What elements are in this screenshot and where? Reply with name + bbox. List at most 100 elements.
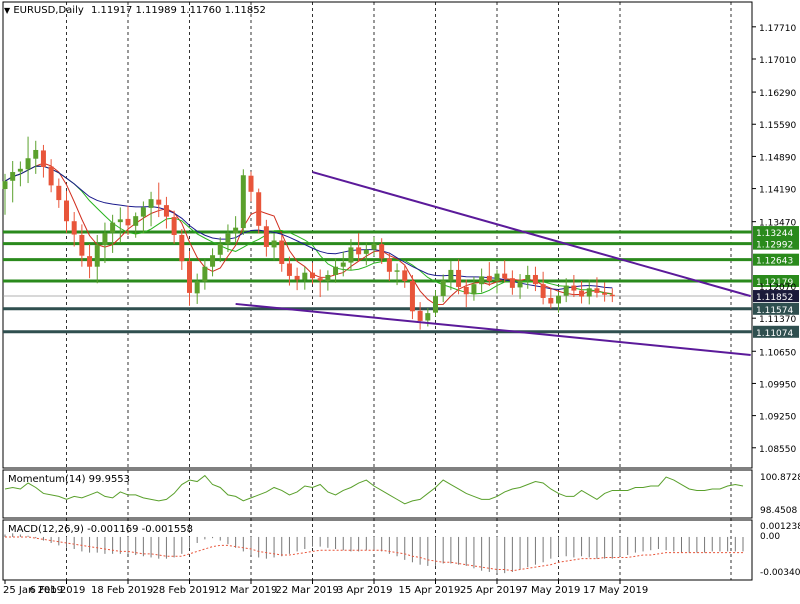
bearish-candle [256, 192, 262, 226]
macd-scale-top: 0.001238 [760, 522, 800, 532]
bullish-candle [25, 158, 31, 170]
bullish-candle [33, 149, 39, 159]
y-tick-label: 1.15590 [759, 121, 796, 131]
bullish-candle [371, 243, 377, 250]
level-tag-label: 1.13244 [756, 229, 793, 239]
bearish-candle [125, 218, 131, 226]
macd-scale-bottom: -0.003402 [760, 568, 800, 578]
bullish-candle [517, 280, 523, 288]
bullish-candle [556, 295, 561, 304]
level-tag-label: 1.12643 [756, 257, 793, 267]
x-tick-label: 28 Feb 2019 [153, 585, 215, 596]
bearish-candle [71, 221, 77, 235]
current-price-tag-label: 1.11852 [756, 293, 793, 303]
bearish-candle [263, 226, 269, 247]
level-tag-background [753, 226, 799, 239]
bullish-candle [240, 175, 246, 229]
x-tick-label: 25 Apr 2019 [460, 585, 522, 596]
bullish-candle [471, 284, 477, 295]
bearish-candle [602, 292, 608, 295]
momentum-panel-frame [2, 469, 753, 519]
macd-scale-zero: 0.00 [760, 532, 781, 542]
bullish-candle [494, 273, 500, 281]
bearish-candle [532, 274, 538, 285]
y-tick-label: 1.14890 [759, 153, 796, 163]
lower-trendline [235, 302, 751, 356]
y-tick-label: 1.10650 [759, 348, 796, 358]
y-tick-label: 1.08550 [759, 445, 796, 455]
main-panel-frame [2, 1, 753, 469]
bearish-candle [286, 263, 292, 276]
current-price-tag-background [753, 290, 799, 303]
y-tick-label: 1.13470 [759, 219, 796, 229]
bullish-candle [202, 266, 208, 282]
level-tag-background [753, 237, 799, 250]
bullish-candle [140, 207, 146, 217]
bearish-candle [409, 280, 415, 312]
header-triangle-icon: ▼ [4, 6, 11, 15]
bearish-candle [171, 217, 177, 235]
y-tick-label: 1.17710 [759, 24, 796, 34]
y-tick-label: 1.14190 [759, 186, 796, 196]
y-tick-label: 1.09250 [759, 413, 796, 423]
bullish-candle [348, 247, 354, 263]
bearish-candle [417, 310, 423, 321]
symbol-timeframe: EURUSD,Daily [13, 5, 84, 16]
bearish-candle [64, 200, 69, 222]
bearish-candle [579, 290, 585, 297]
y-tick-label-partial: 1.12070 [759, 283, 796, 293]
momentum-scale-bottom: 98.4508 [760, 506, 798, 516]
bullish-candle [225, 233, 231, 244]
bearish-candle [56, 185, 62, 201]
bullish-candle [479, 276, 485, 285]
bullish-candle [194, 281, 200, 294]
bearish-candle [48, 166, 54, 186]
bullish-candle [302, 272, 308, 280]
bullish-candle [433, 296, 438, 313]
macd-label: MACD(12,26,9) -0.001169 -0.001558 [8, 524, 193, 535]
bearish-candle [548, 297, 554, 304]
x-tick-label: 12 Mar 2019 [214, 585, 277, 596]
bullish-candle [117, 219, 123, 223]
bullish-candle [233, 227, 239, 234]
bullish-candle [448, 269, 454, 281]
ohlc-readout: 1.11917 1.11989 1.11760 1.11852 [90, 5, 266, 16]
bearish-candle [279, 240, 285, 264]
y-tick-label: 1.17010 [759, 56, 796, 66]
x-tick-label: 22 Mar 2019 [276, 585, 339, 596]
bullish-candle [94, 245, 100, 267]
bullish-candle [17, 168, 23, 172]
bearish-candle [571, 285, 577, 291]
bullish-candle [102, 233, 108, 246]
bearish-candle [163, 205, 169, 217]
bearish-candle [509, 278, 515, 288]
bullish-candle [333, 266, 339, 275]
bullish-candle [2, 181, 8, 190]
bullish-candle [148, 199, 154, 208]
bullish-candle [586, 288, 592, 297]
bearish-candle [310, 272, 315, 279]
macd-panel-frame [2, 519, 753, 581]
bearish-candle [187, 261, 192, 293]
bullish-candle [394, 270, 400, 272]
bearish-candle [502, 273, 508, 279]
bullish-candle [110, 222, 116, 233]
bullish-candle [133, 216, 139, 226]
bearish-candle [294, 275, 300, 280]
momentum-scale-top: 100.8728 [760, 473, 800, 483]
bearish-candle [79, 235, 85, 256]
level-tag-background [753, 275, 799, 288]
bullish-candle [217, 243, 223, 255]
bearish-candle [486, 275, 492, 281]
bullish-candle [10, 172, 16, 181]
momentum-line [4, 474, 744, 505]
y-tick-label: 1.09950 [759, 380, 796, 390]
y-tick-label: 1.11370 [759, 315, 796, 325]
level-tag-label: 1.11574 [756, 306, 793, 316]
x-tick-label: 15 Apr 2019 [399, 585, 461, 596]
level-tag-label: 1.11074 [756, 329, 793, 339]
level-tag-label: 1.12179 [756, 278, 793, 288]
bearish-candle [356, 247, 362, 255]
bearish-candle [248, 175, 254, 192]
bearish-candle [463, 286, 469, 295]
